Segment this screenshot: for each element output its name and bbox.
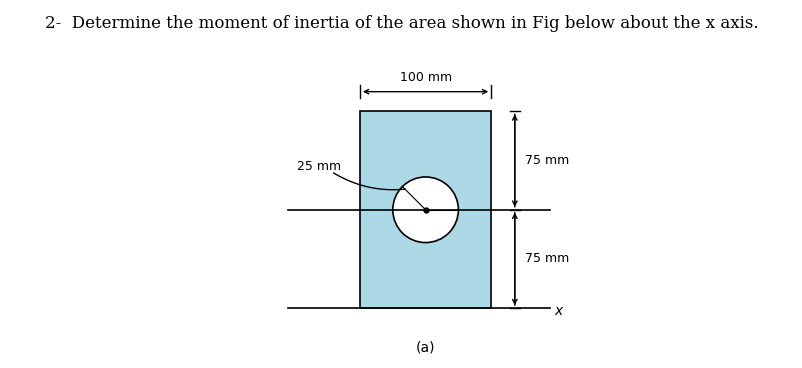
Circle shape [392, 177, 458, 243]
Text: 75 mm: 75 mm [525, 154, 569, 167]
Text: 75 mm: 75 mm [525, 252, 569, 265]
Bar [359, 112, 491, 308]
Text: 25 mm: 25 mm [297, 160, 341, 173]
Text: (a): (a) [415, 340, 435, 354]
Text: 100 mm: 100 mm [399, 71, 451, 84]
Text: 2-  Determine the moment of inertia of the area shown in Fig below about the x a: 2- Determine the moment of inertia of th… [45, 15, 757, 32]
Text: x: x [553, 304, 561, 318]
